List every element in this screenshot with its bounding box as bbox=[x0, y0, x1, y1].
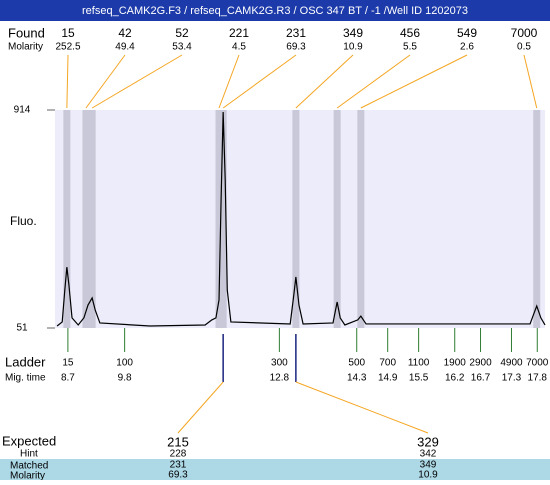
expected-molarity-label: Molarity bbox=[10, 471, 45, 480]
found-connector bbox=[222, 54, 297, 109]
ladder-size: 7000 bbox=[526, 358, 549, 369]
found-peak-band bbox=[533, 110, 541, 328]
expected-size: 215 bbox=[167, 434, 189, 449]
hint-size: 228 bbox=[170, 449, 187, 460]
found-molarity: 69.3 bbox=[286, 42, 306, 53]
found-molarity: 49.4 bbox=[115, 42, 135, 53]
found-size: 549 bbox=[457, 26, 477, 40]
found-connector bbox=[66, 54, 69, 109]
ladder-time: 16.7 bbox=[471, 373, 491, 384]
plot-area bbox=[55, 110, 545, 328]
trace bbox=[56, 112, 546, 327]
found-connector bbox=[523, 54, 538, 109]
found-size: 42 bbox=[118, 26, 132, 40]
expected-size: 329 bbox=[417, 434, 439, 449]
found-size: 7000 bbox=[511, 26, 538, 40]
found-connector bbox=[360, 54, 468, 109]
found-peak-band bbox=[82, 110, 90, 328]
found-size: 349 bbox=[343, 26, 363, 40]
found-connector bbox=[336, 54, 411, 109]
ladder-time: 14.3 bbox=[347, 373, 367, 384]
ladder-label: Ladder bbox=[5, 354, 46, 369]
mig-time-label: Mig. time bbox=[5, 373, 46, 384]
ladder-size: 1900 bbox=[444, 358, 467, 369]
found-molarity: 2.6 bbox=[460, 42, 474, 53]
found-peak-band bbox=[215, 110, 223, 328]
ladder-time: 14.9 bbox=[378, 373, 398, 384]
y-tick-label: 51 bbox=[16, 323, 28, 334]
matched-size: 349 bbox=[420, 460, 437, 471]
found-peak-band bbox=[63, 110, 71, 328]
matched-molarity: 69.3 bbox=[168, 470, 188, 480]
ladder-time: 15.5 bbox=[409, 373, 429, 384]
found-connector bbox=[218, 54, 240, 109]
found-peak-band bbox=[88, 110, 96, 328]
found-molarity: 252.5 bbox=[55, 42, 80, 53]
ladder-size: 4900 bbox=[500, 358, 523, 369]
title: refseq_CAMK2G.F3 / refseq_CAMK2G.R3 / OS… bbox=[82, 5, 468, 17]
ladder-size: 1100 bbox=[408, 358, 430, 369]
ladder-time: 9.8 bbox=[118, 373, 132, 384]
found-size: 15 bbox=[61, 26, 75, 40]
hint-label: Hint bbox=[20, 449, 38, 460]
found-molarity: 0.5 bbox=[517, 42, 531, 53]
y-label: Fluo. bbox=[10, 214, 37, 228]
expected-connector bbox=[295, 381, 429, 434]
found-connector bbox=[85, 54, 126, 109]
found-size: 52 bbox=[175, 26, 189, 40]
found-peak-band bbox=[357, 110, 365, 328]
found-molarity: 10.9 bbox=[343, 42, 363, 53]
found-connector bbox=[91, 54, 183, 109]
found-peak-band bbox=[219, 110, 227, 328]
found-peak-band bbox=[333, 110, 341, 328]
found-molarity: 5.5 bbox=[403, 42, 417, 53]
ladder-size: 2900 bbox=[469, 358, 492, 369]
expected-connector bbox=[177, 381, 224, 434]
found-molarity-label: Molarity bbox=[8, 42, 43, 53]
ladder-time: 16.2 bbox=[445, 373, 465, 384]
expected-label: Expected bbox=[2, 433, 56, 448]
found-size: 456 bbox=[400, 26, 420, 40]
ladder-time: 17.3 bbox=[502, 373, 522, 384]
found-molarity: 53.4 bbox=[172, 42, 192, 53]
title-bar bbox=[0, 0, 550, 21]
ladder-time: 17.8 bbox=[528, 373, 548, 384]
hint-size: 342 bbox=[420, 449, 437, 460]
ladder-time: 8.7 bbox=[61, 373, 75, 384]
matched-size: 231 bbox=[170, 460, 187, 471]
found-label: Found bbox=[8, 25, 45, 40]
found-size: 231 bbox=[286, 26, 306, 40]
ladder-size: 700 bbox=[379, 358, 396, 369]
ladder-size: 15 bbox=[62, 358, 74, 369]
found-size: 221 bbox=[229, 26, 249, 40]
found-peak-band bbox=[292, 110, 300, 328]
ladder-size: 300 bbox=[271, 358, 288, 369]
ladder-time: 12.8 bbox=[270, 373, 290, 384]
y-tick-label: 914 bbox=[14, 105, 31, 116]
ladder-size: 500 bbox=[348, 358, 365, 369]
matched-rows bbox=[0, 459, 550, 480]
found-connector bbox=[295, 54, 354, 109]
found-molarity: 4.5 bbox=[232, 42, 246, 53]
matched-molarity: 10.9 bbox=[418, 470, 438, 480]
ladder-size: 100 bbox=[116, 358, 133, 369]
matched-label: Matched bbox=[10, 461, 48, 472]
